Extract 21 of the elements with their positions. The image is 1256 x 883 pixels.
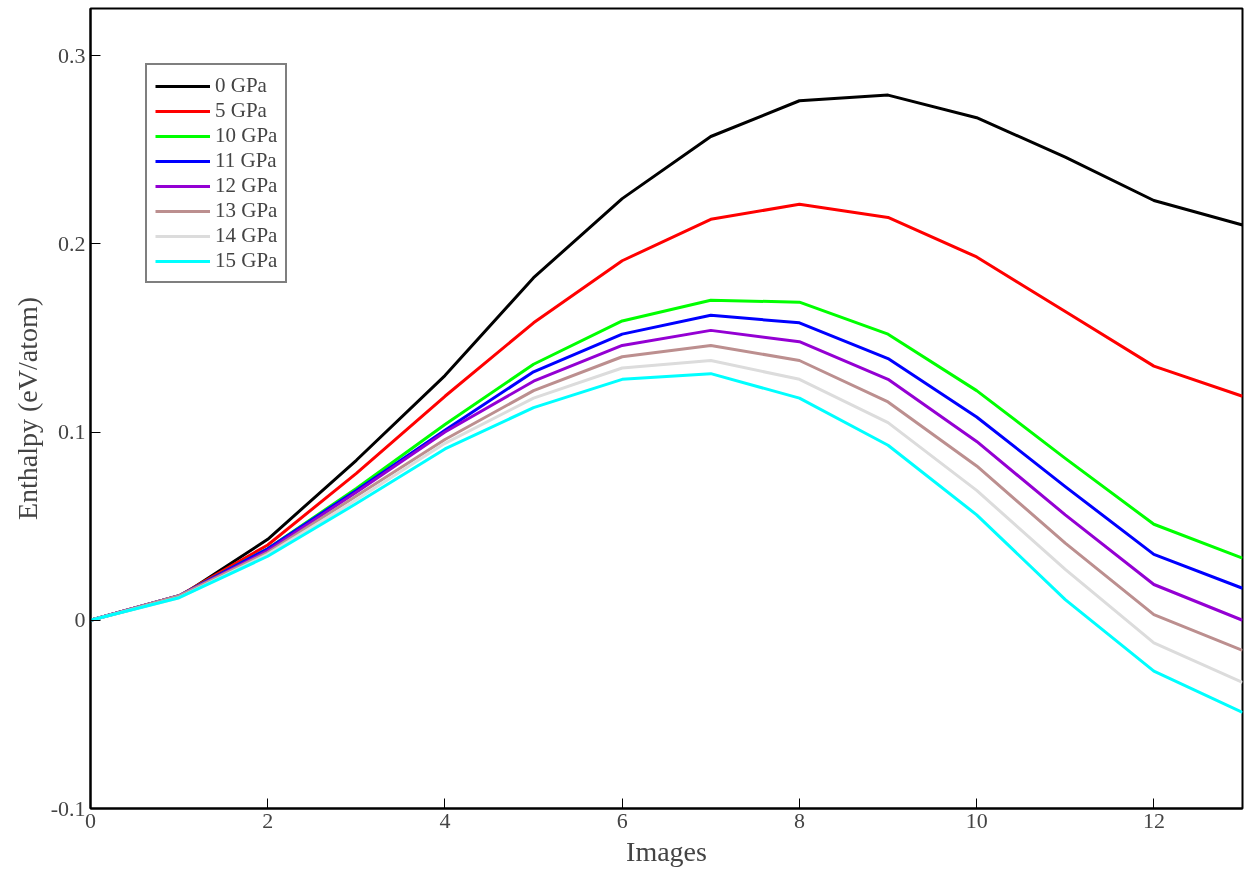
legend-label: 11 GPa: [215, 148, 277, 173]
legend-label: 14 GPa: [215, 223, 278, 248]
x-tick-label: 12: [1142, 807, 1165, 833]
legend-label: 13 GPa: [215, 198, 278, 223]
x-axis-title: Images: [626, 835, 707, 867]
x-tick-label: 4: [439, 807, 451, 833]
y-tick-label: 0.2: [58, 230, 86, 256]
x-tick-label: 10: [965, 807, 988, 833]
x-tick-label: 2: [262, 807, 274, 833]
y-axis-title: Enthalpy (eV/atom): [11, 296, 43, 521]
legend-label: 10 GPa: [215, 123, 278, 148]
y-tick-label: 0.3: [58, 42, 86, 68]
legend-label: 15 GPa: [215, 248, 278, 273]
legend-label: 12 GPa: [215, 173, 278, 198]
legend-label: 5 GPa: [215, 98, 267, 123]
y-tick-label: 0.1: [58, 419, 86, 445]
y-tick-label: 0: [74, 607, 86, 633]
x-tick-label: 6: [616, 807, 628, 833]
x-tick-label: 8: [793, 807, 805, 833]
legend-label: 0 GPa: [215, 73, 267, 98]
y-tick-label: -0.1: [50, 795, 86, 821]
